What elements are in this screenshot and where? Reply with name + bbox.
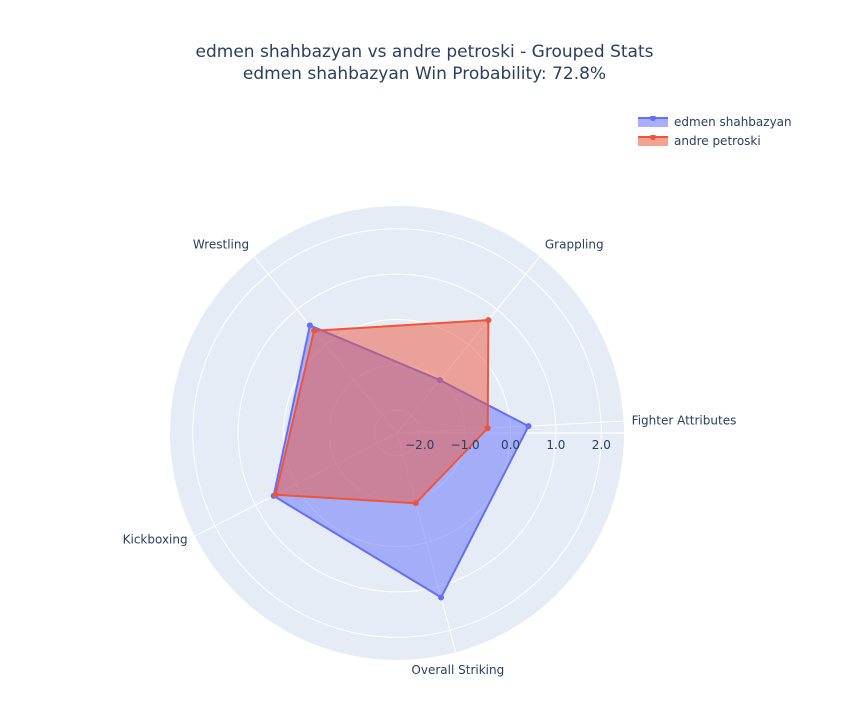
category-label-3: Wrestling [193, 237, 249, 251]
series-0-point-1 [438, 594, 445, 601]
series-0-point-3 [306, 322, 313, 329]
legend-swatch-edmen [638, 116, 668, 127]
series-1-point-2 [272, 491, 279, 498]
series-1-point-0 [484, 425, 491, 432]
category-label-4: Grappling [545, 237, 604, 251]
radial-tick-label-0: −2.0 [405, 438, 434, 452]
category-label-1: Overall Striking [411, 663, 504, 677]
series-1-point-3 [311, 327, 318, 334]
series-area-1 [274, 319, 490, 505]
legend-item-edmen[interactable]: edmen shahbazyan [638, 113, 792, 132]
category-label-2: Kickboxing [123, 533, 188, 547]
legend-item-andre[interactable]: andre petroski [638, 132, 792, 151]
series-1-point-1 [412, 500, 419, 507]
legend: edmen shahbazyan andre petroski [638, 113, 792, 151]
radial-tick-label-3: 1.0 [546, 438, 565, 452]
category-label-0: Fighter Attributes [632, 414, 737, 428]
series-0-point-0 [525, 423, 532, 430]
radial-tick-label-4: 2.0 [592, 438, 611, 452]
legend-label-andre: andre petroski [674, 134, 761, 148]
series-1-point-4 [485, 317, 492, 324]
legend-swatch-andre [638, 135, 668, 146]
radial-tick-label-1: −1.0 [451, 438, 480, 452]
radial-tick-label-2: 0.0 [501, 438, 520, 452]
legend-label-edmen: edmen shahbazyan [674, 115, 792, 129]
chart-subtitle: edmen shahbazyan Win Probability: 72.8% [242, 64, 607, 84]
chart-title: edmen shahbazyan vs andre petroski - Gro… [195, 42, 654, 62]
